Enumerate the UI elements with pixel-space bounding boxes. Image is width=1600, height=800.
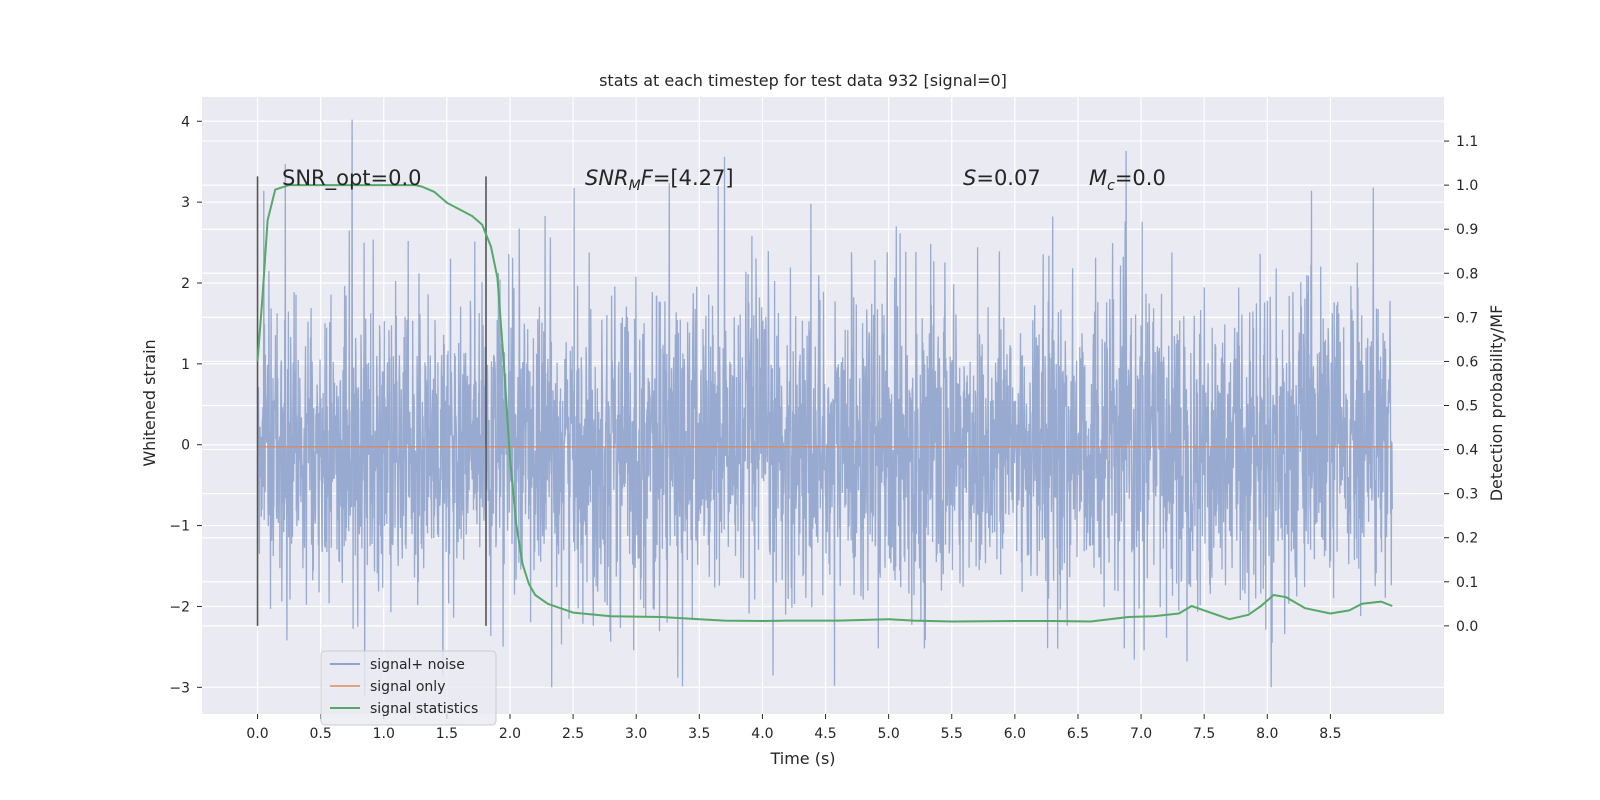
y-right-tick-label: 0.8 [1456, 266, 1478, 282]
annotation-snr-mf: SNRMF=[4.27] [585, 166, 734, 194]
y-right-tick-label: 1.1 [1456, 134, 1478, 150]
y-right-tick-label: 0.2 [1456, 531, 1478, 547]
annotation-snr-opt: SNR_opt=0.0 [282, 166, 422, 191]
legend: signal+ noise signal only signal statist… [320, 650, 497, 726]
x-tick-label: 2.5 [562, 726, 584, 742]
legend-label-signal-only: signal only [370, 679, 445, 695]
y-axis-left-label: Whitened strain [140, 339, 159, 466]
x-tick-label: 5.5 [941, 726, 963, 742]
y-left-tick-label: 0 [181, 438, 190, 454]
y-right-tick-label: 0.0 [1456, 619, 1478, 635]
x-axis-ticks: 0.0 0.5 1.0 1.5 2.0 2.5 3.0 3.5 4.0 4.5 5.0 5.5 6.0 6… [246, 714, 1342, 742]
legend-label-statistics: signal statistics [370, 701, 478, 717]
y-left-tick-label: −3 [169, 680, 190, 696]
x-tick-label: 7.5 [1193, 726, 1215, 742]
y-right-tick-label: 0.3 [1456, 487, 1478, 503]
y-right-tick-label: 0.9 [1456, 222, 1478, 238]
y-axis-right-label: Detection probability/MF [1487, 305, 1506, 502]
y-left-tick-label: −1 [169, 519, 190, 535]
x-tick-label: 0.5 [310, 726, 332, 742]
vertical-markers [256, 176, 487, 626]
y-right-tick-label: 0.5 [1456, 399, 1478, 415]
annotation-mc: Mc=0.0 [1089, 166, 1166, 194]
y-axis-right-ticks: 1.1 1.0 0.9 0.8 0.7 0.6 0.5 0.4 0.3 0.2 0.1 0.0 [1444, 134, 1478, 635]
x-axis-label: Time (s) [769, 749, 835, 768]
signal-statistics-line [256, 184, 1393, 623]
legend-label-noise: signal+ noise [370, 657, 465, 673]
x-tick-label: 8.0 [1256, 726, 1278, 742]
y-left-tick-label: 3 [181, 195, 190, 211]
y-right-tick-label: 0.7 [1456, 310, 1478, 326]
y-left-tick-label: −2 [169, 599, 190, 615]
x-tick-label: 4.0 [751, 726, 773, 742]
legend-box [320, 650, 497, 726]
y-right-tick-label: 0.1 [1456, 575, 1478, 591]
y-left-tick-label: 4 [181, 114, 190, 130]
signal-noise-series [256, 119, 1393, 696]
y-right-tick-label: 0.4 [1456, 443, 1478, 459]
y-left-tick-label: 2 [181, 276, 190, 292]
y-right-tick-label: 1.0 [1456, 178, 1478, 194]
x-tick-label: 2.0 [499, 726, 521, 742]
x-tick-label: 1.0 [373, 726, 395, 742]
signal-statistics-series [256, 184, 1393, 623]
x-tick-label: 8.5 [1319, 726, 1341, 742]
x-tick-label: 3.0 [625, 726, 647, 742]
x-tick-label: 6.0 [1004, 726, 1026, 742]
y-left-tick-label: 1 [181, 357, 190, 373]
x-tick-label: 0.0 [246, 726, 268, 742]
x-tick-label: 7.0 [1130, 726, 1152, 742]
x-tick-label: 5.0 [878, 726, 900, 742]
chart-title: stats at each timestep for test data 932… [599, 71, 1007, 90]
annotation-s: S=0.07 [963, 166, 1041, 190]
x-tick-label: 3.5 [688, 726, 710, 742]
x-tick-label: 4.5 [814, 726, 836, 742]
x-tick-label: 6.5 [1067, 726, 1089, 742]
signal-noise-line [256, 119, 1393, 696]
y-axis-left-ticks: 4 3 2 1 0 −1 −2 −3 [169, 114, 202, 696]
x-tick-label: 1.5 [436, 726, 458, 742]
y-right-tick-label: 0.6 [1456, 354, 1478, 370]
